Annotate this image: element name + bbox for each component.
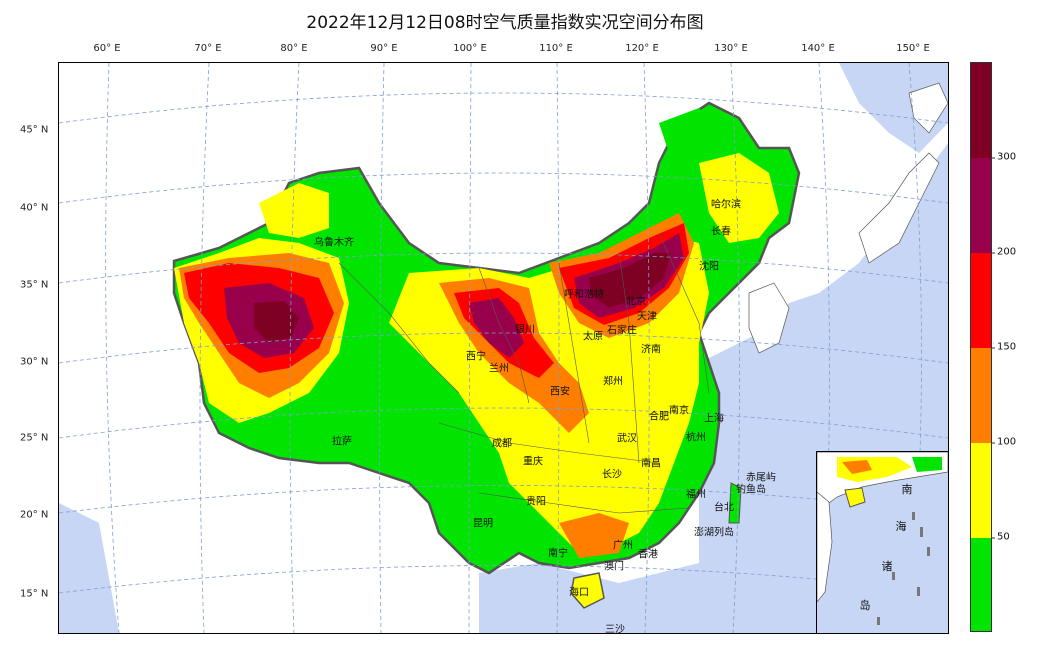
lon-label-100e: 100° E (453, 43, 487, 54)
lon-label-130e: 130° E (714, 43, 748, 54)
city-xining: 西宁 (466, 351, 486, 363)
city-guiyang: 贵阳 (526, 496, 546, 508)
city-lanzhou: 兰州 (489, 363, 509, 375)
hainan-island (570, 572, 605, 609)
lat-label-15n: 15° N (20, 588, 49, 600)
aqi-zone-maroon-west (254, 301, 299, 343)
city-kunming: 昆明 (473, 518, 493, 530)
inset-canvas (817, 452, 948, 625)
lat-label-25n: 25° N (20, 432, 49, 444)
lon-label-70e: 70° E (194, 43, 222, 54)
city-chiweiyu: 赤尾屿 (746, 472, 776, 484)
city-urumqi: 乌鲁木齐 (314, 237, 354, 249)
city-harbin: 哈尔滨 (711, 199, 741, 211)
lon-label-120e: 120° E (625, 43, 659, 54)
colorbar-tick-200: 200 (990, 246, 1017, 258)
inset-aqi-green (912, 457, 942, 472)
inset-aqi-orange (842, 460, 872, 474)
ocean-northeast (839, 63, 948, 153)
lon-label-110e: 110° E (539, 43, 573, 54)
lon-label-60e: 60° E (93, 43, 121, 54)
city-hangzhou: 杭州 (686, 432, 706, 444)
aqi-zone-green-northeast (659, 108, 719, 158)
lon-label-90e: 90° E (370, 43, 398, 54)
city-nanning: 南宁 (548, 548, 568, 560)
aqi-zone-yellow-north (259, 183, 329, 238)
city-lhasa: 拉萨 (332, 436, 352, 448)
city-chongqing: 重庆 (523, 456, 543, 468)
city-penghu: 澎湖列岛 (694, 527, 734, 539)
korea-land (748, 282, 790, 354)
city-changsha: 长沙 (602, 469, 622, 481)
city-wuhan: 武汉 (617, 433, 637, 445)
lat-label-45n: 45° N (20, 124, 49, 136)
city-haikou: 海口 (569, 587, 589, 599)
inset-label-nan: 南 (901, 483, 913, 496)
city-diaoyudao: 钓鱼岛 (736, 484, 766, 496)
city-hongkong: 香港 (638, 549, 658, 561)
map-canvas (59, 63, 948, 633)
city-guangzhou: 广州 (613, 540, 633, 552)
city-jinan: 济南 (641, 344, 661, 356)
colorbar-tick-150: 150 (990, 341, 1017, 353)
aqi-zone-maroon-north (589, 253, 671, 308)
colorbar-tick-300: 300 (990, 151, 1017, 163)
colorbar-segment-300plus (971, 63, 991, 158)
lat-label-40n: 40° N (20, 202, 49, 214)
inset-label-dao: 岛 (859, 599, 871, 612)
colorbar-segment-151-200 (971, 253, 991, 348)
ocean-west (59, 503, 119, 633)
inset-label-zhu: 诸 (881, 560, 893, 573)
lat-label-30n: 30° N (20, 356, 49, 368)
colorbar-segment-101-150 (971, 348, 991, 443)
lon-label-140e: 140° E (801, 43, 835, 54)
inset-hainan (844, 487, 866, 508)
city-nanjing: 南京 (669, 405, 689, 417)
lon-label-150e: 150° E (896, 43, 930, 54)
city-yinchuan: 银川 (515, 324, 535, 336)
city-taiyuan: 太原 (583, 331, 603, 343)
colorbar-segment-51-100 (971, 443, 991, 538)
south-china-sea-inset[interactable]: 南 海 诸 岛 (816, 451, 949, 634)
city-xian: 西安 (550, 386, 570, 398)
aqi-zone-yellow-northeast (699, 153, 779, 243)
city-fuzhou: 福州 (686, 489, 706, 501)
city-changchun: 长春 (711, 226, 731, 238)
aqi-zone-orange-south (559, 513, 629, 558)
city-taipei: 台北 (714, 502, 734, 514)
city-shanghai: 上海 (704, 413, 724, 425)
city-hefei: 合肥 (649, 411, 669, 423)
colorbar-tick-100: 100 (990, 436, 1017, 448)
city-chengdu: 成都 (492, 438, 512, 450)
aqi-colorbar (970, 62, 992, 632)
city-shijiazhuang: 石家庄 (607, 325, 637, 337)
lat-label-35n: 35° N (20, 279, 49, 291)
city-sansha: 三沙 (605, 624, 625, 634)
japan-land (858, 152, 940, 264)
city-hohhot: 呼和浩特 (564, 289, 604, 301)
inset-label-hai: 海 (895, 520, 907, 533)
city-zhengzhou: 郑州 (603, 376, 623, 388)
colorbar-tick-50: 50 (991, 531, 1010, 543)
lon-label-80e: 80° E (280, 43, 308, 54)
city-beijing: 北京 (626, 296, 646, 308)
colorbar-segment-0-50 (971, 538, 991, 631)
graticule (59, 63, 948, 633)
inset-islands (877, 512, 930, 625)
city-nanchang: 南昌 (641, 458, 661, 470)
lat-label-20n: 20° N (20, 509, 49, 521)
city-tianjin: 天津 (637, 311, 657, 323)
city-shenyang: 沈阳 (699, 261, 719, 273)
inset-vietnam (817, 491, 833, 603)
city-macau: 澳门 (604, 561, 624, 573)
colorbar-segment-201-300 (971, 158, 991, 253)
province-borders (338, 232, 710, 514)
page-title: 2022年12月12日08时空气质量指数实况空间分布图 (306, 13, 704, 33)
aqi-zone-purple-central (469, 298, 524, 358)
